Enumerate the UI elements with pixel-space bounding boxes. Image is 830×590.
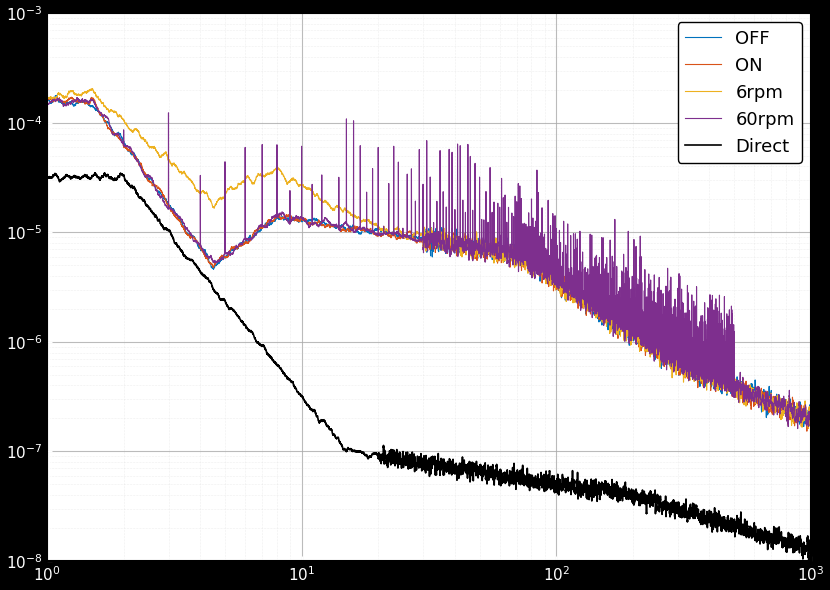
Direct [42,174,52,181]
ON [416,237,426,244]
6rpm [803,425,813,432]
OFF [42,94,52,101]
Line: 6rpm: 6rpm [47,88,811,428]
6rpm [88,86,98,93]
6rpm [765,398,775,405]
OFF [416,235,426,242]
6rpm [74,91,84,98]
ON [74,99,84,106]
Direct [90,169,100,176]
ON [42,96,52,103]
6rpm [46,93,56,100]
OFF [765,394,775,401]
Direct [765,533,775,540]
Direct [416,457,426,464]
Direct [192,263,202,270]
ON [765,396,775,403]
ON [46,95,56,102]
Direct [806,545,816,552]
60rpm [42,48,52,55]
ON [802,428,812,435]
60rpm [765,400,775,407]
Legend: OFF, ON, 6rpm, 60rpm, Direct: OFF, ON, 6rpm, 60rpm, Direct [677,22,802,163]
Line: 60rpm: 60rpm [47,52,811,428]
60rpm [806,414,816,421]
ON [88,96,98,103]
60rpm [88,97,98,104]
60rpm [415,235,425,242]
Direct [46,175,56,182]
ON [192,238,202,245]
OFF [192,239,202,246]
Line: ON: ON [47,97,811,431]
OFF [88,103,98,110]
60rpm [192,239,202,246]
OFF [798,423,808,430]
OFF [74,99,84,106]
OFF [806,417,816,424]
60rpm [46,98,56,105]
Direct [803,557,813,564]
Direct [88,173,98,180]
6rpm [192,188,202,195]
Line: OFF: OFF [47,96,811,427]
6rpm [416,232,426,239]
6rpm [88,85,98,92]
60rpm [793,425,803,432]
OFF [46,100,56,107]
OFF [51,92,61,99]
6rpm [42,96,52,103]
Direct [74,174,84,181]
ON [66,94,76,101]
ON [806,417,816,424]
Line: Direct: Direct [47,173,811,560]
60rpm [74,97,84,104]
6rpm [806,411,816,418]
